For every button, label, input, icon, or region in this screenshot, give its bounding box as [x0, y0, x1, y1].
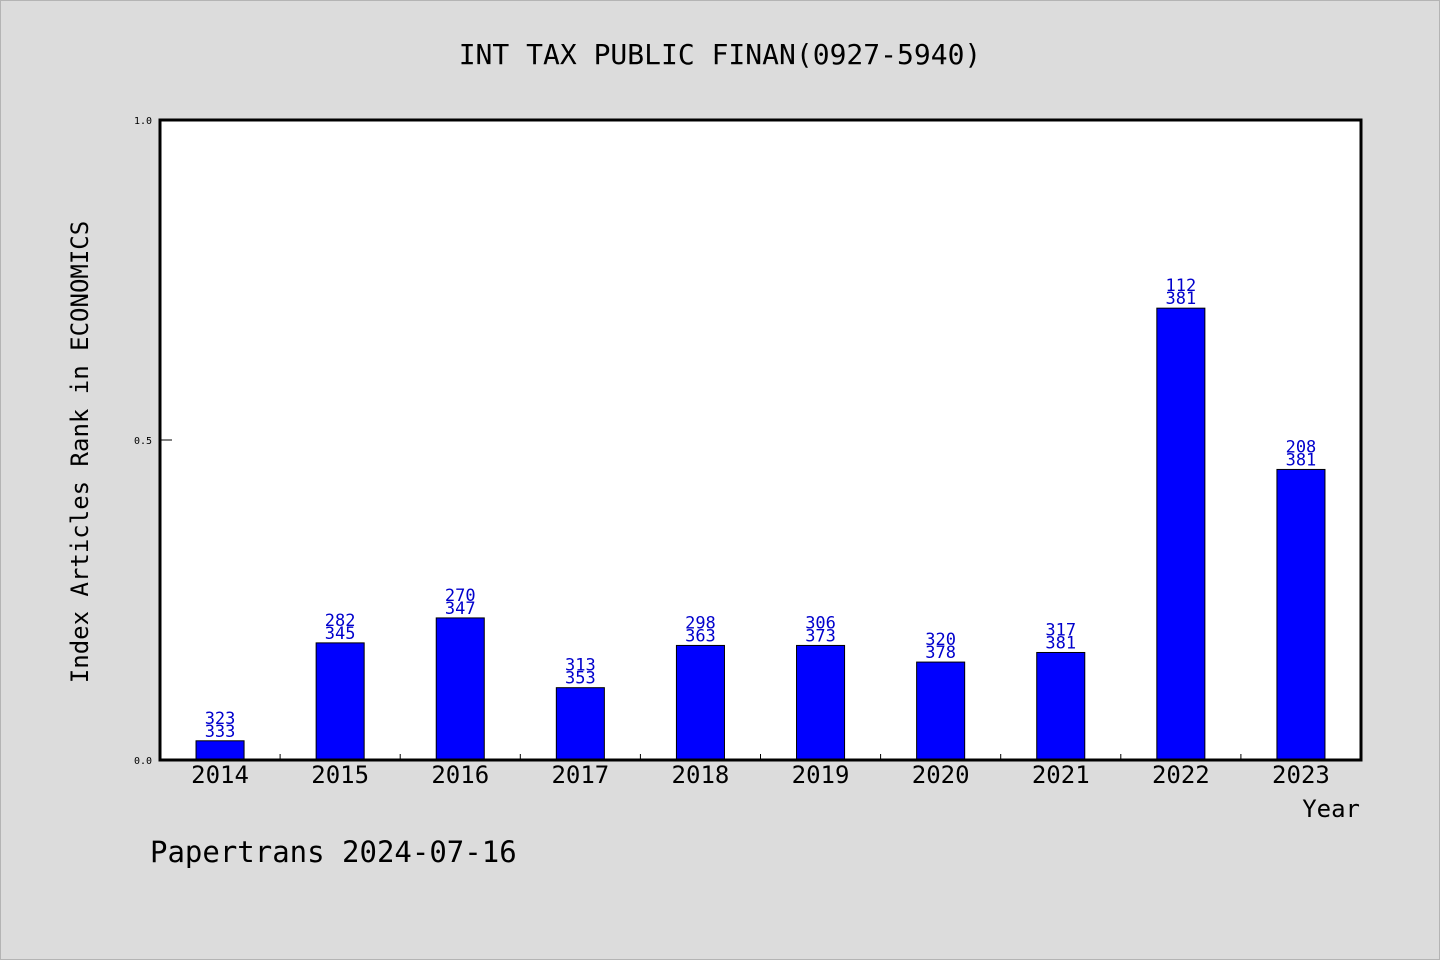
bar-2019	[796, 644, 846, 761]
bar-label-top: 313	[565, 656, 596, 676]
bar-label-top: 298	[685, 613, 716, 633]
bar-2023	[1276, 468, 1326, 761]
x-tick-label: 2018	[672, 761, 730, 789]
chart-title: INT TAX PUBLIC FINAN(0927-5940)	[459, 38, 982, 71]
x-tick-label: 2020	[912, 761, 970, 789]
bar-label-top: 306	[805, 613, 836, 633]
bar-label-top: 320	[925, 630, 956, 650]
bar-2018	[675, 644, 725, 761]
bar-2014	[195, 740, 245, 761]
bar-label-top: 317	[1045, 620, 1076, 640]
x-tick-label: 2022	[1152, 761, 1210, 789]
bar-2015	[315, 642, 365, 761]
bar-label-bottom: 381	[1165, 289, 1196, 309]
bar-label-bottom: 378	[925, 643, 956, 663]
x-tick-label: 2019	[792, 761, 850, 789]
x-tick-label: 2014	[191, 761, 249, 789]
bar-label-bottom: 381	[1045, 633, 1076, 653]
bar-2021	[1036, 651, 1086, 761]
x-tick-label: 2015	[311, 761, 369, 789]
bar-label-top: 112	[1165, 276, 1196, 296]
bar-label-bottom: 373	[805, 626, 836, 646]
x-axis: 2014 2015 2016 2017 2018 2019 2020 2021 2022 2023	[191, 754, 1330, 789]
bar-label-bottom: 353	[565, 669, 596, 689]
bar-2020	[916, 661, 966, 761]
y-tick-label: 0.5	[134, 436, 152, 447]
bar-label-bottom: 363	[685, 626, 716, 646]
bar-label-top: 270	[445, 586, 476, 606]
bar-label-bottom: 347	[445, 599, 476, 619]
bar-label-bottom: 345	[325, 624, 356, 644]
x-axis-label: Year	[1302, 795, 1360, 823]
bar-label-top: 208	[1286, 437, 1317, 457]
x-tick-label: 2021	[1032, 761, 1090, 789]
bar-2022	[1156, 307, 1206, 761]
bar-label-bottom: 333	[205, 722, 236, 742]
footer-credit: Papertrans 2024-07-16	[150, 835, 517, 869]
y-axis-label: Index Articles Rank in ECONOMICS	[66, 221, 94, 683]
x-tick-label: 2016	[431, 761, 489, 789]
bar-label-bottom: 381	[1286, 450, 1317, 470]
bar-label-top: 282	[325, 611, 356, 631]
bar-2017	[555, 687, 605, 761]
x-tick-label: 2023	[1272, 761, 1330, 789]
plot-border	[158, 118, 1363, 762]
x-tick-label: 2017	[551, 761, 609, 789]
bar-2016	[435, 617, 485, 761]
y-tick-label: 1.0	[134, 116, 152, 127]
y-tick-label: 0.0	[134, 756, 152, 767]
bar-label-top: 323	[205, 709, 236, 729]
